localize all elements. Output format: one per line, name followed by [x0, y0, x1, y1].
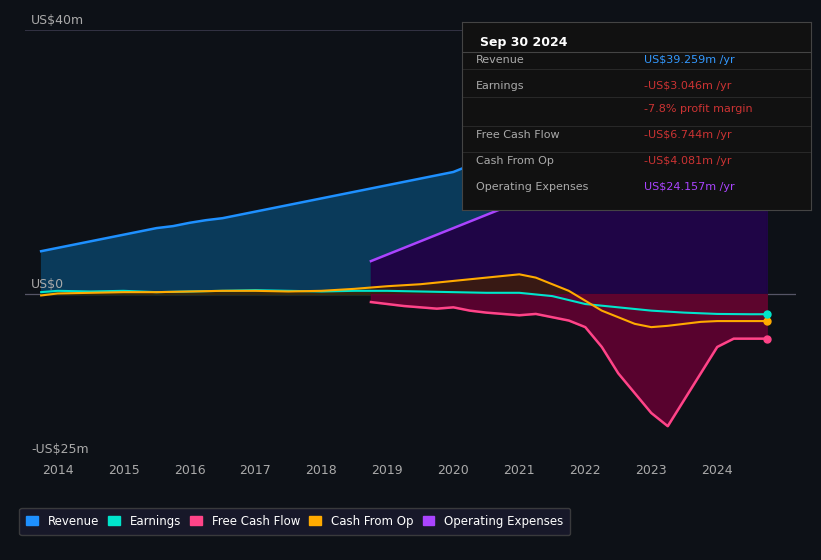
Text: Earnings: Earnings [476, 81, 525, 91]
Text: Revenue: Revenue [476, 55, 525, 65]
Text: US$39.259m /yr: US$39.259m /yr [644, 55, 734, 65]
Text: Operating Expenses: Operating Expenses [476, 183, 589, 193]
Text: Free Cash Flow: Free Cash Flow [476, 130, 560, 140]
Text: -US$4.081m /yr: -US$4.081m /yr [644, 156, 732, 166]
Text: -US$6.744m /yr: -US$6.744m /yr [644, 130, 732, 140]
Text: -US$3.046m /yr: -US$3.046m /yr [644, 81, 731, 91]
Text: -7.8% profit margin: -7.8% profit margin [644, 104, 752, 114]
Text: US$0: US$0 [31, 278, 64, 291]
Text: US$40m: US$40m [31, 13, 85, 27]
Text: -US$25m: -US$25m [31, 443, 89, 456]
Legend: Revenue, Earnings, Free Cash Flow, Cash From Op, Operating Expenses: Revenue, Earnings, Free Cash Flow, Cash … [19, 508, 571, 535]
Text: Sep 30 2024: Sep 30 2024 [479, 35, 567, 49]
Text: Cash From Op: Cash From Op [476, 156, 554, 166]
Text: US$24.157m /yr: US$24.157m /yr [644, 183, 734, 193]
